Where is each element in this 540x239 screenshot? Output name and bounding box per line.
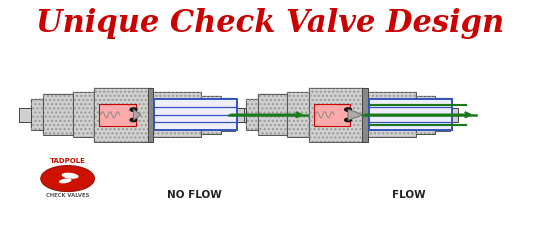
Polygon shape [133, 109, 141, 120]
FancyBboxPatch shape [314, 103, 350, 126]
FancyBboxPatch shape [258, 94, 287, 136]
FancyBboxPatch shape [31, 99, 43, 130]
FancyBboxPatch shape [309, 88, 365, 142]
FancyBboxPatch shape [235, 108, 244, 122]
Circle shape [130, 108, 137, 111]
FancyBboxPatch shape [201, 96, 220, 134]
FancyBboxPatch shape [220, 98, 235, 131]
Text: NO FLOW: NO FLOW [167, 190, 222, 200]
Text: FLOW: FLOW [392, 190, 426, 200]
FancyBboxPatch shape [362, 88, 368, 142]
Ellipse shape [62, 173, 79, 179]
FancyBboxPatch shape [43, 94, 72, 136]
FancyBboxPatch shape [147, 88, 153, 142]
FancyBboxPatch shape [369, 99, 451, 130]
FancyBboxPatch shape [99, 103, 136, 126]
Text: Unique Check Valve Design: Unique Check Valve Design [36, 8, 504, 39]
FancyBboxPatch shape [154, 99, 237, 130]
FancyBboxPatch shape [287, 92, 309, 137]
Text: TADPOLE: TADPOLE [50, 158, 85, 164]
Circle shape [345, 118, 352, 122]
FancyBboxPatch shape [233, 108, 246, 122]
FancyBboxPatch shape [72, 92, 94, 137]
FancyBboxPatch shape [435, 98, 450, 131]
FancyBboxPatch shape [416, 96, 435, 134]
Ellipse shape [59, 179, 71, 183]
FancyBboxPatch shape [450, 108, 458, 122]
FancyBboxPatch shape [151, 92, 201, 137]
Circle shape [345, 108, 352, 111]
Text: CHECK VALVES: CHECK VALVES [46, 193, 89, 198]
Circle shape [41, 166, 94, 191]
Circle shape [130, 118, 137, 122]
Polygon shape [348, 109, 363, 120]
FancyBboxPatch shape [94, 88, 151, 142]
FancyBboxPatch shape [365, 92, 416, 137]
FancyBboxPatch shape [246, 99, 258, 130]
FancyBboxPatch shape [19, 108, 31, 122]
